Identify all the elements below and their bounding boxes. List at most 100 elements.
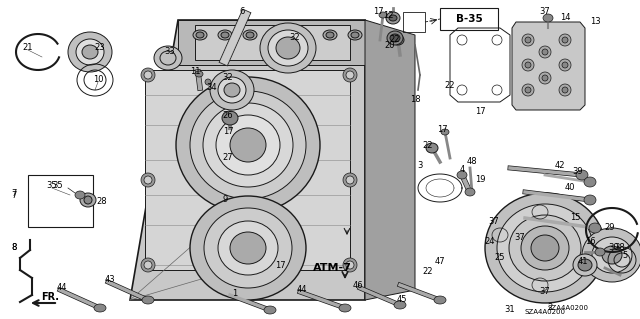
Text: 29: 29 bbox=[605, 224, 615, 233]
Text: 17: 17 bbox=[436, 125, 447, 135]
Text: 24: 24 bbox=[484, 238, 495, 247]
Text: 42: 42 bbox=[555, 160, 565, 169]
Ellipse shape bbox=[193, 30, 207, 40]
Ellipse shape bbox=[389, 15, 397, 21]
Ellipse shape bbox=[559, 84, 571, 96]
Ellipse shape bbox=[441, 129, 449, 135]
Ellipse shape bbox=[195, 71, 203, 77]
Ellipse shape bbox=[525, 62, 531, 68]
Ellipse shape bbox=[205, 79, 211, 85]
Ellipse shape bbox=[386, 12, 400, 24]
Text: 26: 26 bbox=[223, 110, 234, 120]
Text: 17: 17 bbox=[475, 108, 485, 116]
Ellipse shape bbox=[387, 31, 403, 45]
Ellipse shape bbox=[203, 103, 293, 187]
Ellipse shape bbox=[264, 306, 276, 314]
Text: 41: 41 bbox=[578, 257, 588, 266]
Ellipse shape bbox=[521, 226, 569, 270]
Text: 9: 9 bbox=[222, 196, 228, 204]
Ellipse shape bbox=[531, 235, 559, 261]
Ellipse shape bbox=[589, 223, 601, 233]
Text: 16: 16 bbox=[585, 238, 595, 247]
Ellipse shape bbox=[562, 87, 568, 93]
Text: 38: 38 bbox=[614, 243, 625, 253]
Ellipse shape bbox=[276, 37, 300, 59]
Ellipse shape bbox=[595, 248, 605, 256]
Ellipse shape bbox=[559, 59, 571, 71]
Text: 37: 37 bbox=[540, 287, 550, 296]
Ellipse shape bbox=[144, 176, 152, 184]
Ellipse shape bbox=[283, 30, 297, 40]
Text: 20: 20 bbox=[385, 41, 396, 49]
Text: 45: 45 bbox=[397, 295, 407, 305]
Ellipse shape bbox=[268, 30, 308, 66]
Ellipse shape bbox=[286, 32, 294, 38]
Ellipse shape bbox=[218, 30, 232, 40]
Ellipse shape bbox=[243, 30, 257, 40]
Ellipse shape bbox=[339, 304, 351, 312]
Ellipse shape bbox=[457, 171, 467, 179]
Bar bbox=[28, 175, 93, 227]
Ellipse shape bbox=[434, 296, 446, 304]
Ellipse shape bbox=[218, 77, 246, 103]
Text: FR.: FR. bbox=[41, 292, 59, 302]
Ellipse shape bbox=[578, 259, 592, 271]
Text: 22: 22 bbox=[445, 80, 455, 90]
Ellipse shape bbox=[221, 32, 229, 38]
Ellipse shape bbox=[141, 68, 155, 82]
Ellipse shape bbox=[343, 68, 357, 82]
Text: 43: 43 bbox=[105, 276, 115, 285]
Ellipse shape bbox=[522, 34, 534, 46]
Polygon shape bbox=[365, 20, 415, 300]
Text: 5: 5 bbox=[622, 250, 628, 259]
Text: 11: 11 bbox=[189, 68, 200, 77]
Polygon shape bbox=[178, 20, 365, 65]
Text: 18: 18 bbox=[410, 95, 420, 105]
Ellipse shape bbox=[326, 32, 334, 38]
Text: 17: 17 bbox=[223, 128, 234, 137]
Ellipse shape bbox=[144, 261, 152, 269]
Text: 22: 22 bbox=[423, 268, 433, 277]
Text: 25: 25 bbox=[495, 254, 505, 263]
Ellipse shape bbox=[592, 237, 632, 273]
Ellipse shape bbox=[379, 12, 387, 18]
Ellipse shape bbox=[525, 37, 531, 43]
Polygon shape bbox=[130, 20, 365, 300]
Ellipse shape bbox=[465, 188, 475, 196]
Text: 12: 12 bbox=[383, 11, 393, 19]
Ellipse shape bbox=[142, 296, 154, 304]
Bar bbox=[403, 12, 425, 32]
Text: 7: 7 bbox=[12, 189, 17, 198]
Ellipse shape bbox=[190, 196, 306, 300]
Text: SZA4A0200: SZA4A0200 bbox=[547, 305, 589, 311]
Ellipse shape bbox=[542, 75, 548, 81]
Text: 37: 37 bbox=[488, 218, 499, 226]
Ellipse shape bbox=[346, 261, 354, 269]
Ellipse shape bbox=[190, 91, 306, 199]
Ellipse shape bbox=[154, 46, 182, 70]
Ellipse shape bbox=[82, 45, 98, 59]
Ellipse shape bbox=[348, 30, 362, 40]
Bar bbox=[145, 70, 350, 270]
Ellipse shape bbox=[346, 71, 354, 79]
Text: 32: 32 bbox=[223, 73, 234, 83]
Text: 7: 7 bbox=[12, 191, 17, 201]
Text: ATM-7: ATM-7 bbox=[312, 263, 351, 273]
Ellipse shape bbox=[260, 23, 316, 73]
Text: 27: 27 bbox=[223, 153, 234, 162]
Ellipse shape bbox=[562, 37, 568, 43]
Ellipse shape bbox=[176, 77, 320, 213]
Ellipse shape bbox=[525, 87, 531, 93]
Ellipse shape bbox=[76, 39, 104, 65]
Ellipse shape bbox=[584, 195, 596, 205]
Ellipse shape bbox=[222, 111, 238, 125]
Ellipse shape bbox=[562, 62, 568, 68]
Text: 35: 35 bbox=[47, 182, 58, 190]
Ellipse shape bbox=[75, 191, 85, 199]
Ellipse shape bbox=[392, 35, 404, 45]
Text: 22: 22 bbox=[390, 35, 400, 44]
Ellipse shape bbox=[80, 193, 96, 207]
Ellipse shape bbox=[246, 32, 254, 38]
Ellipse shape bbox=[351, 32, 359, 38]
Ellipse shape bbox=[497, 204, 593, 292]
